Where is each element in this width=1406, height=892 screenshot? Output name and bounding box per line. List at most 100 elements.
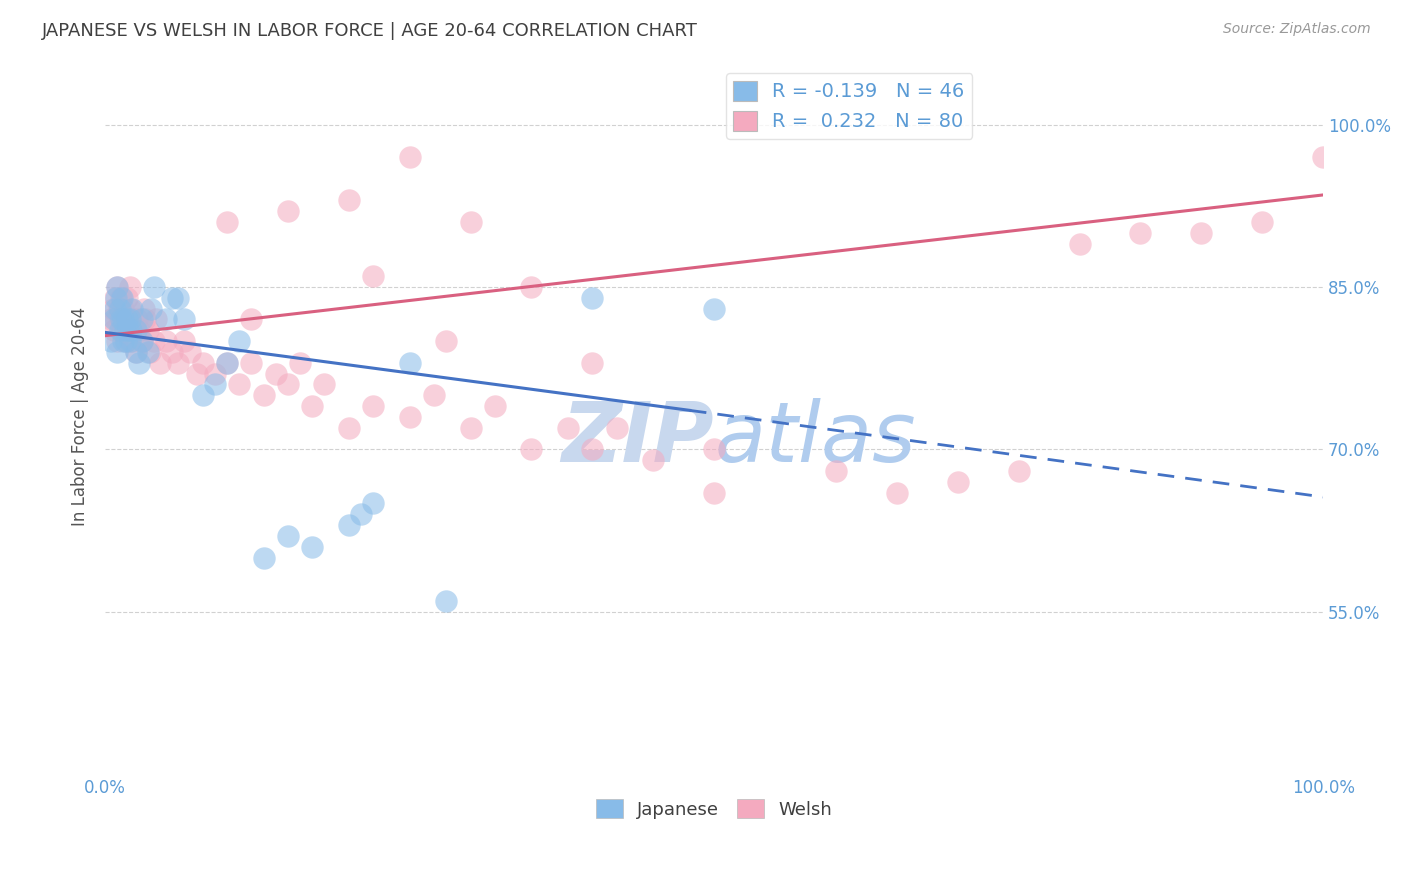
Point bbox=[337, 194, 360, 208]
Point bbox=[112, 334, 135, 348]
Point bbox=[434, 334, 457, 348]
Point bbox=[1312, 150, 1334, 164]
Point bbox=[105, 334, 128, 348]
Point bbox=[115, 312, 138, 326]
Point bbox=[186, 367, 208, 381]
Point bbox=[277, 529, 299, 543]
Point bbox=[215, 215, 238, 229]
Point bbox=[131, 334, 153, 348]
Point bbox=[142, 334, 165, 348]
Point bbox=[124, 345, 146, 359]
Point bbox=[484, 399, 506, 413]
Point bbox=[240, 312, 263, 326]
Point bbox=[1189, 226, 1212, 240]
Point bbox=[141, 301, 163, 316]
Point bbox=[114, 312, 136, 326]
Point bbox=[167, 356, 190, 370]
Point bbox=[581, 291, 603, 305]
Point bbox=[314, 377, 336, 392]
Text: ZIP: ZIP bbox=[561, 398, 714, 479]
Point bbox=[121, 334, 143, 348]
Point bbox=[115, 334, 138, 348]
Point bbox=[118, 301, 141, 316]
Point bbox=[581, 442, 603, 457]
Point bbox=[643, 453, 665, 467]
Point bbox=[173, 312, 195, 326]
Point bbox=[128, 323, 150, 337]
Point bbox=[191, 388, 214, 402]
Point bbox=[118, 312, 141, 326]
Point bbox=[350, 508, 373, 522]
Point bbox=[103, 323, 125, 337]
Point bbox=[288, 356, 311, 370]
Text: JAPANESE VS WELSH IN LABOR FORCE | AGE 20-64 CORRELATION CHART: JAPANESE VS WELSH IN LABOR FORCE | AGE 2… bbox=[42, 22, 697, 40]
Point bbox=[134, 301, 156, 316]
Point bbox=[108, 323, 131, 337]
Point bbox=[398, 356, 420, 370]
Point bbox=[1129, 226, 1152, 240]
Point bbox=[120, 323, 142, 337]
Point bbox=[361, 269, 384, 284]
Point bbox=[1008, 464, 1031, 478]
Point bbox=[240, 356, 263, 370]
Point bbox=[581, 356, 603, 370]
Point bbox=[204, 377, 226, 392]
Point bbox=[337, 518, 360, 533]
Point bbox=[252, 388, 274, 402]
Point bbox=[100, 334, 122, 348]
Point bbox=[460, 420, 482, 434]
Point bbox=[398, 150, 420, 164]
Point bbox=[434, 594, 457, 608]
Point bbox=[886, 485, 908, 500]
Point bbox=[118, 280, 141, 294]
Point bbox=[100, 312, 122, 326]
Point bbox=[606, 420, 628, 434]
Point bbox=[139, 345, 162, 359]
Text: Source: ZipAtlas.com: Source: ZipAtlas.com bbox=[1223, 22, 1371, 37]
Legend: Japanese, Welsh: Japanese, Welsh bbox=[589, 792, 839, 826]
Point bbox=[215, 356, 238, 370]
Point bbox=[112, 312, 135, 326]
Point bbox=[128, 356, 150, 370]
Point bbox=[105, 280, 128, 294]
Point bbox=[520, 442, 543, 457]
Point bbox=[277, 377, 299, 392]
Y-axis label: In Labor Force | Age 20-64: In Labor Force | Age 20-64 bbox=[72, 308, 89, 526]
Point bbox=[142, 280, 165, 294]
Point bbox=[149, 356, 172, 370]
Point bbox=[264, 367, 287, 381]
Point bbox=[398, 409, 420, 424]
Point bbox=[361, 496, 384, 510]
Point bbox=[124, 323, 146, 337]
Point bbox=[131, 334, 153, 348]
Point bbox=[105, 280, 128, 294]
Point bbox=[115, 291, 138, 305]
Point bbox=[115, 334, 138, 348]
Point bbox=[155, 334, 177, 348]
Point bbox=[173, 334, 195, 348]
Point bbox=[117, 323, 139, 337]
Point bbox=[1069, 236, 1091, 251]
Point bbox=[160, 345, 183, 359]
Point bbox=[160, 291, 183, 305]
Point bbox=[122, 312, 145, 326]
Point bbox=[703, 301, 725, 316]
Point bbox=[460, 215, 482, 229]
Point bbox=[361, 399, 384, 413]
Point bbox=[557, 420, 579, 434]
Point bbox=[105, 312, 128, 326]
Point bbox=[228, 377, 250, 392]
Point bbox=[1251, 215, 1274, 229]
Point bbox=[167, 291, 190, 305]
Point bbox=[179, 345, 201, 359]
Point bbox=[191, 356, 214, 370]
Point bbox=[215, 356, 238, 370]
Point bbox=[105, 291, 128, 305]
Point bbox=[228, 334, 250, 348]
Point bbox=[155, 312, 177, 326]
Point bbox=[520, 280, 543, 294]
Text: atlas: atlas bbox=[714, 398, 915, 479]
Point bbox=[101, 301, 124, 316]
Point bbox=[825, 464, 848, 478]
Point bbox=[252, 550, 274, 565]
